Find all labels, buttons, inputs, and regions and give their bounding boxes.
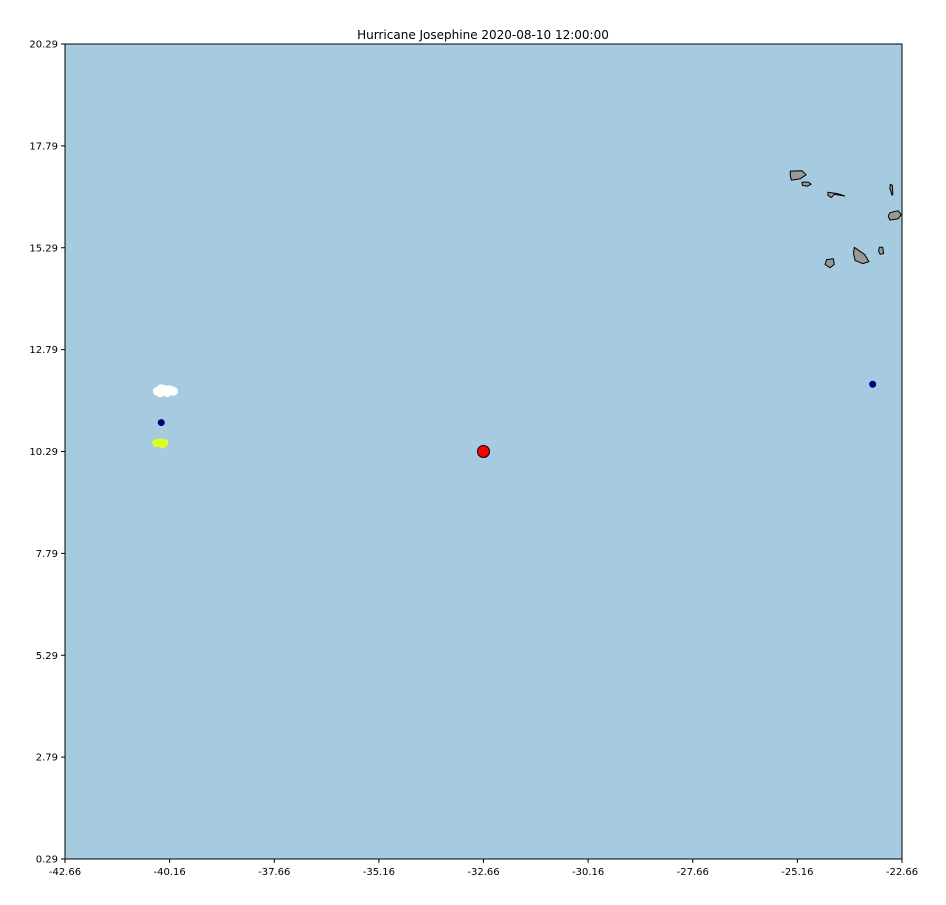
island-maio xyxy=(878,246,885,255)
x-tick-label: -22.66 xyxy=(886,867,918,878)
y-tick-label: 7.79 xyxy=(36,549,58,560)
x-tick-label: -32.66 xyxy=(467,867,499,878)
navy-point-1 xyxy=(157,419,165,427)
x-tick-label: -27.66 xyxy=(677,867,709,878)
y-tick-label: 17.79 xyxy=(29,141,58,152)
x-tick-label: -35.16 xyxy=(363,867,395,878)
x-axis-ticks: -42.66 -40.16 -37.66 -35.16 -32.66 -30.16 -27.… xyxy=(49,859,918,878)
marker-layer xyxy=(152,380,877,458)
y-tick-label: 5.29 xyxy=(36,651,58,662)
x-tick-label: -40.16 xyxy=(154,867,186,878)
cloud-blob xyxy=(152,384,178,398)
island-boa-vista xyxy=(887,210,902,221)
y-tick-label: 0.29 xyxy=(36,855,58,866)
y-axis-ticks: 20.29 17.79 15.29 12.79 10.29 7.79 5.29 2.79 0.2… xyxy=(29,40,65,866)
y-tick-label: 2.79 xyxy=(36,753,58,764)
storm-center-marker xyxy=(477,445,490,458)
navy-point-2 xyxy=(869,380,877,388)
island-santiago xyxy=(853,246,870,265)
cape-verde-islands xyxy=(789,170,902,269)
y-tick-label: 10.29 xyxy=(29,447,58,458)
x-tick-label: -42.66 xyxy=(49,867,81,878)
island-santo-antao xyxy=(789,170,807,181)
island-sao-nicolau xyxy=(827,191,846,199)
y-tick-label: 12.79 xyxy=(29,345,58,356)
map-title: Hurricane Josephine 2020-08-10 12:00:00 xyxy=(357,28,609,42)
island-sal xyxy=(889,183,894,196)
y-tick-label: 15.29 xyxy=(29,243,58,254)
y-tick-label: 20.29 xyxy=(29,40,58,51)
x-tick-label: -25.16 xyxy=(781,867,813,878)
x-tick-label: -30.16 xyxy=(572,867,604,878)
highlight-blob xyxy=(152,438,169,449)
island-fogo xyxy=(824,258,835,269)
island-sao-vicente xyxy=(801,181,812,187)
x-tick-label: -37.66 xyxy=(258,867,290,878)
